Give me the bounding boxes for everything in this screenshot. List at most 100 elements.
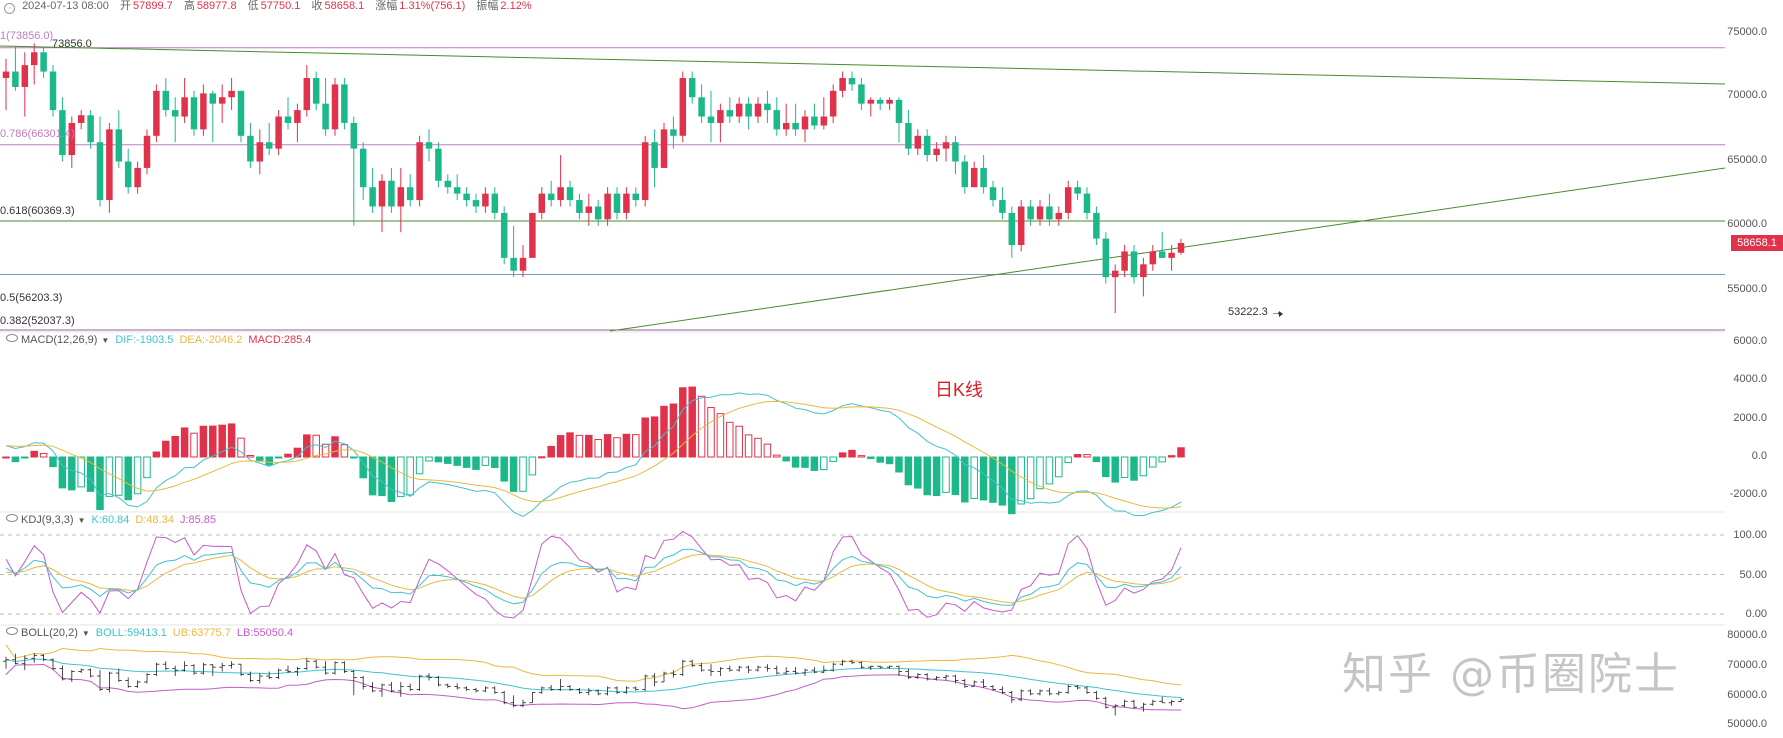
candle-body (905, 122, 912, 149)
macd-bar (68, 456, 76, 491)
kdj-axis-0: 0.00 (1745, 608, 1767, 620)
macd-bar (1036, 456, 1044, 490)
macd-bar (923, 456, 931, 496)
macd-bar (989, 456, 997, 503)
candle-body (406, 187, 414, 201)
candle-body (961, 161, 969, 188)
kdj-header: KDJ(9,3,3) ▼ K:60.84 D:48.34 J:85.85 (6, 514, 222, 527)
macd-axis-0: 0.0 (1751, 450, 1767, 462)
candle-body (369, 187, 376, 207)
candle-body (1064, 187, 1072, 213)
macd-bar (11, 456, 20, 463)
macd-bar (209, 425, 217, 458)
candle-body (472, 200, 480, 207)
candle-body (829, 90, 837, 117)
candle-body (21, 65, 29, 87)
candle-body (115, 129, 123, 162)
macd-bar (594, 439, 602, 458)
macd-bar (613, 437, 621, 458)
high-mark: 73856.0 (52, 38, 92, 50)
macd-bar (970, 456, 978, 499)
macd-bar (1017, 456, 1025, 505)
macd-dropdown-icon[interactable]: ▼ (101, 336, 110, 345)
candle-body (96, 142, 104, 201)
boll-mid-line (5, 658, 1182, 698)
candle-body (143, 135, 151, 168)
candle-body (153, 90, 160, 136)
macd-bar (885, 456, 894, 465)
macd-bar (801, 456, 809, 468)
candle-body (773, 110, 781, 130)
candle-body (294, 110, 301, 123)
macd-bar (820, 456, 828, 471)
boll-axis-50000: 50000.0 (1727, 718, 1767, 730)
macd-bar (1139, 456, 1148, 477)
macd-bar (1073, 454, 1082, 458)
kdj-dropdown-icon[interactable]: ▼ (77, 516, 86, 525)
kdj-d: D:48.34 (135, 514, 174, 526)
macd-bar (857, 455, 866, 458)
boll-lb: LB:55050.4 (236, 627, 294, 639)
candle-body (698, 97, 705, 117)
macd-dea-line (5, 400, 1182, 509)
candle-body (566, 187, 574, 201)
macd-bar (162, 440, 170, 458)
boll-visibility-icon[interactable] (6, 627, 18, 635)
support-trendline (609, 167, 1726, 332)
candle-body (30, 52, 38, 66)
low-mark: 53222.3 → (1228, 306, 1282, 318)
macd-bar (1158, 456, 1166, 463)
candle-body (764, 103, 771, 111)
candle-body (218, 97, 226, 104)
macd-bar (152, 451, 161, 458)
macd-bar (284, 453, 292, 458)
change-value: 1.31%(756.1) (399, 0, 466, 12)
macd-bar (1083, 454, 1091, 458)
candle-body (726, 110, 734, 117)
candle-body (106, 129, 113, 201)
candle-body (77, 115, 85, 123)
macd-bar (237, 437, 245, 458)
macd-bar (575, 434, 584, 458)
low-arrow-icon (1279, 311, 1283, 317)
macd-bar (538, 456, 546, 459)
change-label: 涨幅 (375, 0, 398, 12)
kdj-j: J:85.85 (179, 514, 217, 526)
macd-bar (434, 456, 443, 463)
candle-body (1111, 270, 1119, 278)
macd-bar (519, 456, 527, 492)
macd-bar (867, 456, 875, 460)
macd-bar (256, 456, 264, 461)
macd-bar (86, 456, 95, 492)
macd-bar (340, 444, 349, 458)
macd-visibility-icon[interactable] (6, 334, 18, 342)
candle-body (547, 193, 555, 201)
candle-body (801, 116, 809, 130)
candle-body (378, 180, 386, 207)
candle-body (735, 103, 743, 117)
settings-icon[interactable]: ◦ (4, 3, 15, 14)
macd-bar (21, 456, 29, 459)
boll-dropdown-icon[interactable]: ▼ (81, 629, 90, 638)
candle-body (388, 180, 395, 207)
macd-bar (547, 445, 555, 458)
candle-body (275, 116, 282, 149)
ohlc-header: ◦ 2024-07-13 08:00 开 57899.7 高 58977.8 低 57… (0, 0, 532, 14)
candle-body (171, 110, 179, 117)
macd-bar (321, 443, 330, 458)
macd-header: MACD(12,26,9) ▼ DIF:-1903.5 DEA:-2046.2 MACD… (6, 334, 317, 347)
macd-bar (773, 454, 781, 458)
boll-axis-70000: 70000.0 (1727, 659, 1767, 671)
macd-bar (350, 456, 358, 459)
price-axis-70000: 70000.0 (1727, 89, 1767, 101)
candle-body (444, 180, 452, 188)
macd-bar (115, 456, 123, 496)
macd-bar (1102, 456, 1110, 478)
kdj-visibility-icon[interactable] (6, 514, 18, 522)
macd-dea: DEA:-2046.2 (179, 334, 243, 346)
candle-body (1036, 206, 1044, 220)
kdj-axis-50: 50.00 (1739, 569, 1767, 581)
fib-label-0786: 0.786(66301.4) (0, 128, 75, 140)
kdj-axis-100: 100.00 (1733, 529, 1767, 541)
